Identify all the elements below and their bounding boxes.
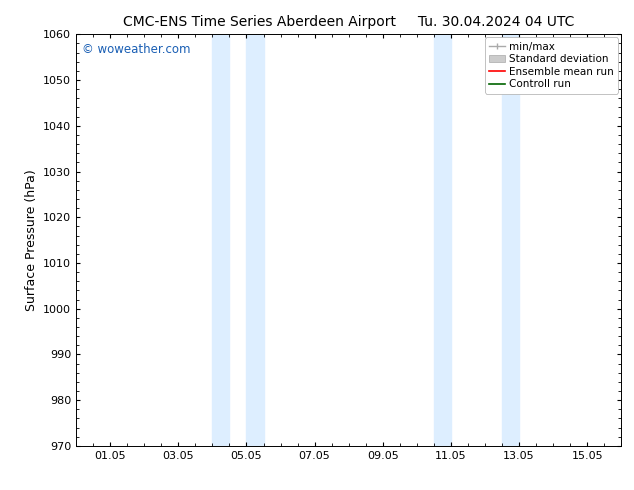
Bar bbox=[434, 34, 451, 446]
Legend: min/max, Standard deviation, Ensemble mean run, Controll run: min/max, Standard deviation, Ensemble me… bbox=[485, 37, 618, 94]
Y-axis label: Surface Pressure (hPa): Surface Pressure (hPa) bbox=[25, 169, 37, 311]
Title: CMC-ENS Time Series Aberdeen Airport     Tu. 30.04.2024 04 UTC: CMC-ENS Time Series Aberdeen Airport Tu.… bbox=[123, 15, 574, 29]
Text: © woweather.com: © woweather.com bbox=[82, 43, 190, 55]
Bar bbox=[247, 34, 264, 446]
Bar bbox=[502, 34, 519, 446]
Bar bbox=[212, 34, 230, 446]
